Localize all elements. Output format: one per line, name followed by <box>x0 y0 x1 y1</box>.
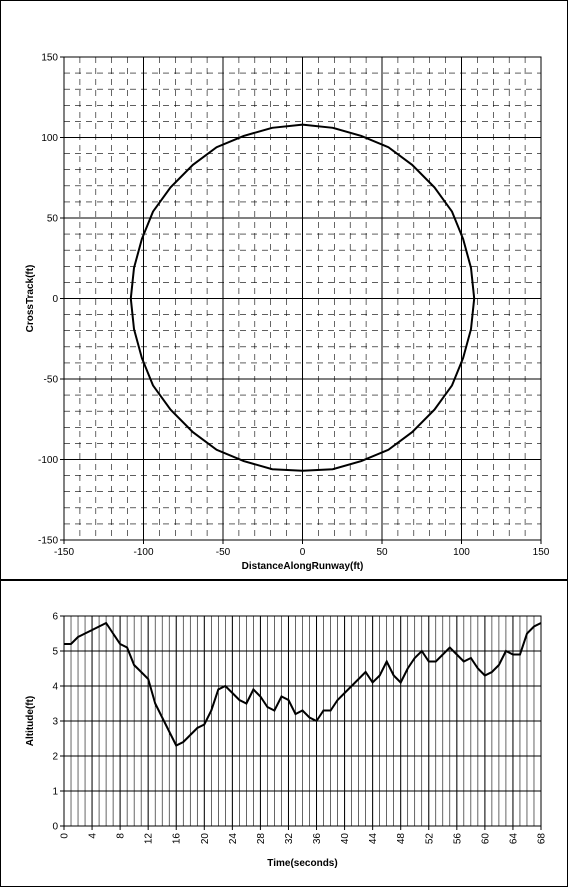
x-tick-label: 20 <box>200 833 211 845</box>
x-tick-label: 52 <box>424 833 435 845</box>
y-tick-label: 100 <box>41 133 58 144</box>
y-tick-label: 5 <box>52 647 58 658</box>
x-tick-label: -150 <box>54 547 74 558</box>
x-tick-label: 12 <box>144 833 155 845</box>
x-tick-label: 4 <box>88 833 99 839</box>
y-tick-label: 0 <box>52 294 58 305</box>
plot-area <box>63 615 542 827</box>
x-tick-label: 8 <box>116 833 127 839</box>
data-line <box>129 123 476 472</box>
x-tick-label: 0 <box>300 547 306 558</box>
x-tick-label: 150 <box>533 547 550 558</box>
y-tick-label: 0 <box>52 822 58 833</box>
y-tick-label: 2 <box>52 752 58 763</box>
y-tick-label: 4 <box>52 682 58 693</box>
y-tick-label: -50 <box>44 375 59 386</box>
x-tick-label: 44 <box>368 833 379 845</box>
y-axis-label: CrossTrack(ft) <box>25 265 36 333</box>
y-tick-label: -150 <box>38 536 58 547</box>
y-tick-label: 50 <box>47 214 59 225</box>
y-tick-label: 1 <box>52 787 58 798</box>
x-tick-label: -50 <box>216 547 231 558</box>
chart-frame <box>0 0 568 580</box>
x-tick-label: 100 <box>453 547 470 558</box>
x-tick-label: 64 <box>508 833 519 845</box>
x-tick-label: -100 <box>133 547 153 558</box>
y-tick-label: 3 <box>52 717 58 728</box>
x-tick-label: 48 <box>396 833 407 845</box>
y-axis-label: Altitude(ft) <box>25 696 36 747</box>
x-tick-label: 56 <box>452 833 463 845</box>
x-axis-label: DistanceAlongRunway(ft) <box>242 561 364 572</box>
x-tick-label: 60 <box>480 833 491 845</box>
x-axis-label: Time(seconds) <box>267 858 337 869</box>
y-tick-label: 150 <box>41 53 58 64</box>
x-tick-label: 0 <box>60 833 71 839</box>
data-line <box>64 621 542 747</box>
x-tick-label: 50 <box>376 547 388 558</box>
x-tick-label: 28 <box>256 833 267 845</box>
x-tick-label: 68 <box>537 833 548 845</box>
x-tick-label: 16 <box>172 833 183 845</box>
x-tick-label: 32 <box>284 833 295 845</box>
plot-area <box>63 56 542 541</box>
y-tick-label: -100 <box>38 455 58 466</box>
x-tick-label: 40 <box>340 833 351 845</box>
x-tick-label: 24 <box>228 833 239 845</box>
y-tick-label: 6 <box>52 612 58 623</box>
x-tick-label: 36 <box>312 833 323 845</box>
